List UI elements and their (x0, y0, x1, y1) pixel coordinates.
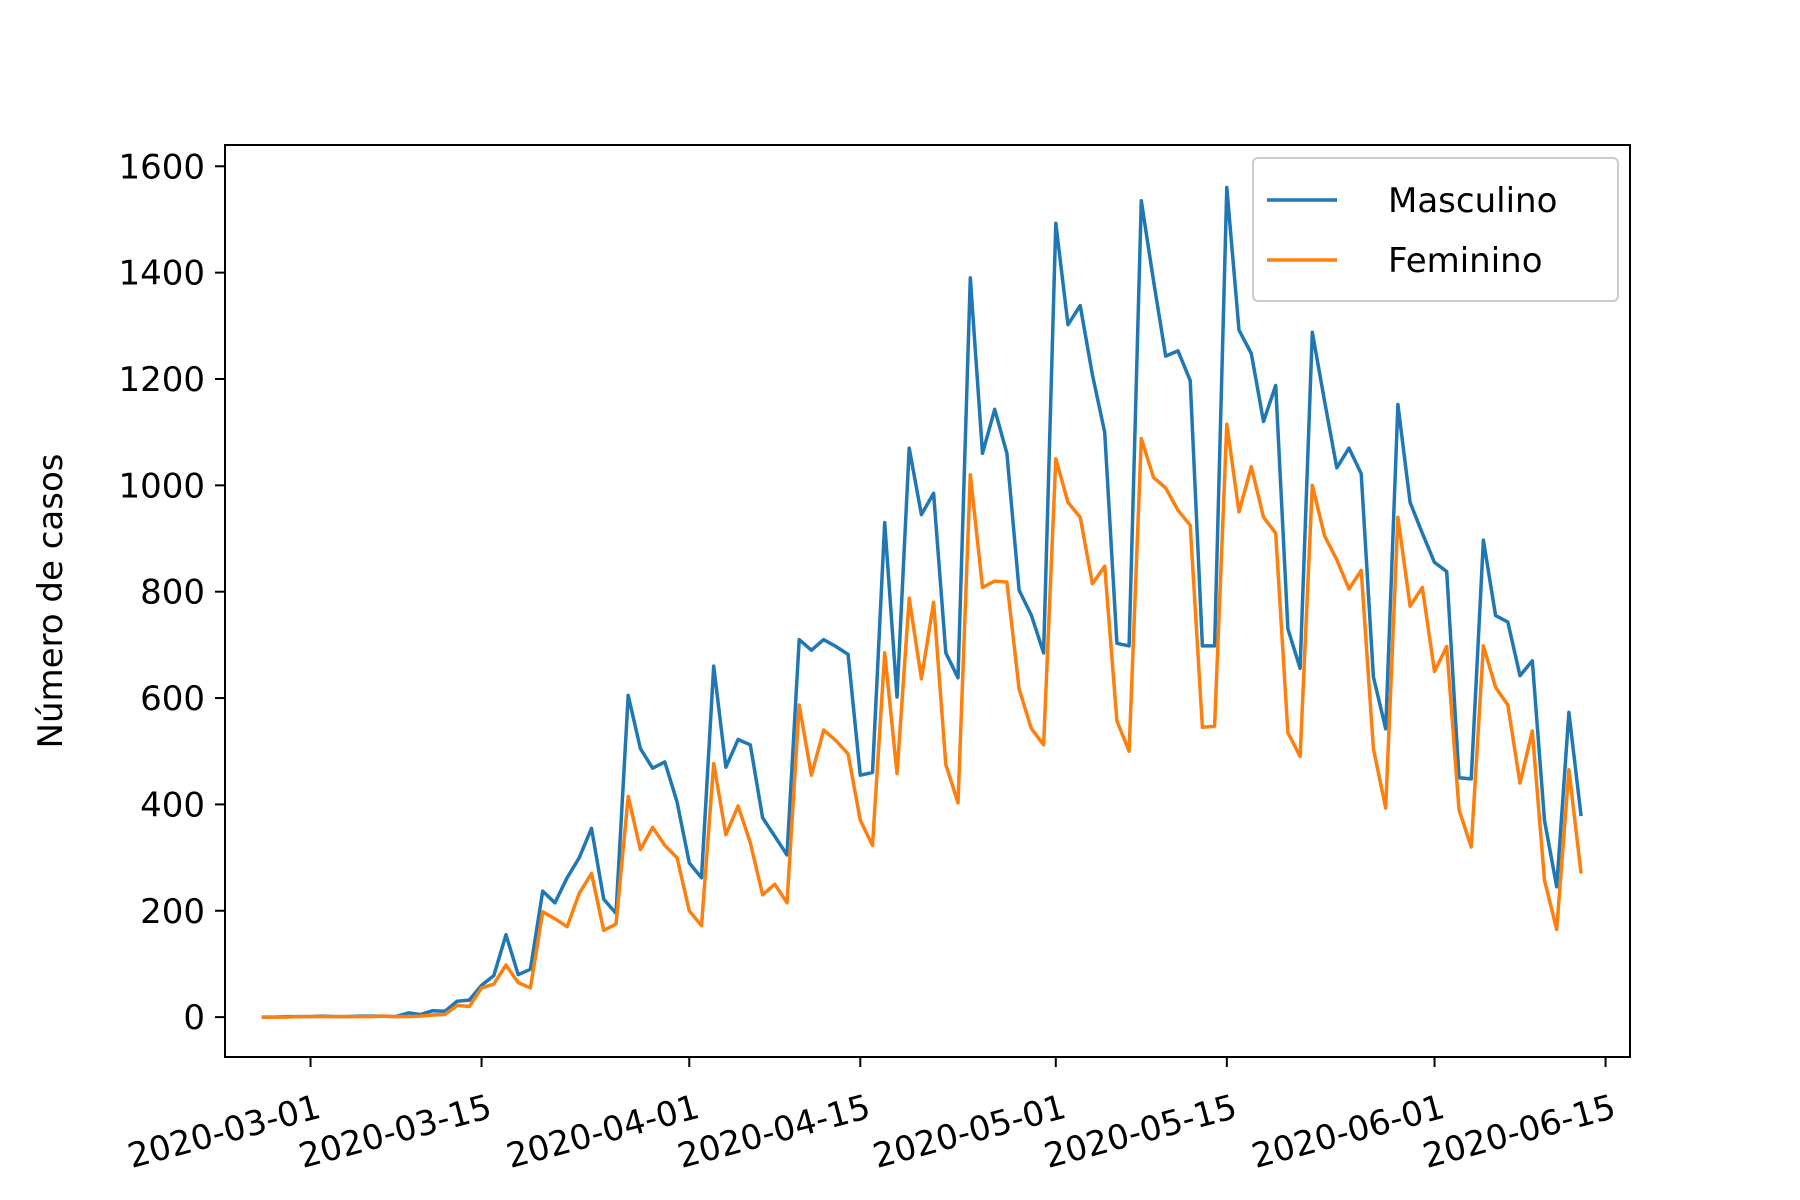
y-tick-label: 200 (140, 892, 205, 932)
y-tick-label: 400 (140, 785, 205, 825)
y-tick-label: 1600 (118, 147, 205, 187)
y-tick-label: 800 (140, 573, 205, 613)
series-line-masculino (261, 185, 1583, 1019)
legend-box (1252, 157, 1619, 302)
y-axis-label: Número de casos (31, 454, 71, 749)
y-tick-label: 1200 (118, 360, 205, 400)
y-tick-label: 0 (183, 998, 205, 1038)
series-layer (261, 185, 1583, 1019)
y-tick-label: 600 (140, 679, 205, 719)
y-tick-label: 1400 (118, 254, 205, 294)
legend-label-masculino: Masculino (1388, 181, 1557, 221)
y-tick-label: 1000 (118, 466, 205, 506)
legend: Masculino Feminino (1252, 157, 1619, 302)
legend-label-feminino: Feminino (1388, 241, 1543, 281)
y-axis: 0 200 400 600 800 1000 1200 1400 1600 (118, 147, 225, 1038)
plot-frame (224, 144, 1631, 1058)
series-line-feminino (261, 422, 1583, 1019)
